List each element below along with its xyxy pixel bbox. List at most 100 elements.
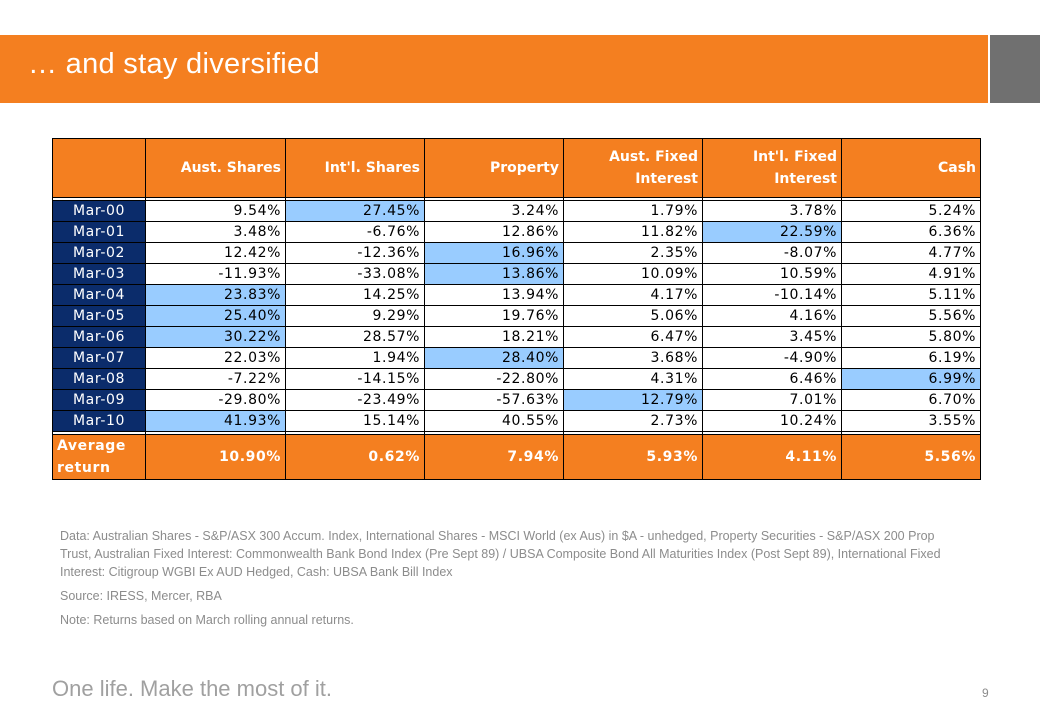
return-cell: 3.55% — [841, 410, 981, 432]
best-return-cell: 27.45% — [285, 200, 425, 222]
return-cell: 5.11% — [841, 284, 981, 306]
best-return-cell: 30.22% — [145, 326, 286, 348]
returns-table: Aust. Shares Int'l. Shares Property Aust… — [52, 138, 981, 480]
return-cell: 1.79% — [563, 200, 703, 222]
period-label: Mar-05 — [52, 305, 146, 327]
average-cell: 5.93% — [563, 434, 703, 480]
return-cell: 5.06% — [563, 305, 703, 327]
average-cell: 5.56% — [841, 434, 981, 480]
return-cell: -33.08% — [285, 263, 425, 285]
column-header: Aust. Fixed Interest — [563, 138, 703, 198]
average-label: Average return — [52, 434, 146, 480]
return-cell: -57.63% — [424, 389, 564, 411]
return-cell: 4.91% — [841, 263, 981, 285]
return-cell: 10.24% — [702, 410, 842, 432]
return-cell: 5.56% — [841, 305, 981, 327]
return-cell: 5.80% — [841, 326, 981, 348]
return-cell: 2.35% — [563, 242, 703, 264]
footnotes: Data: Australian Shares - S&P/ASX 300 Ac… — [60, 527, 960, 635]
average-row: Average return 10.90% 0.62% 7.94% 5.93% 4.11% 5… — [52, 434, 981, 480]
return-cell: -6.76% — [285, 221, 425, 243]
best-return-cell: 41.93% — [145, 410, 286, 432]
return-cell: 1.94% — [285, 347, 425, 369]
return-cell: 4.17% — [563, 284, 703, 306]
return-cell: 4.31% — [563, 368, 703, 390]
period-label: Mar-09 — [52, 389, 146, 411]
return-cell: 6.19% — [841, 347, 981, 369]
returns-note: Note: Returns based on March rolling ann… — [60, 613, 354, 627]
return-cell: 6.46% — [702, 368, 842, 390]
return-cell: 9.29% — [285, 305, 425, 327]
return-cell: -23.49% — [285, 389, 425, 411]
best-return-cell: 6.99% — [841, 368, 981, 390]
header-corner — [52, 138, 146, 198]
return-cell: 14.25% — [285, 284, 425, 306]
return-cell: 5.24% — [841, 200, 981, 222]
return-cell: -11.93% — [145, 263, 286, 285]
table-row: Mar-06 30.22% 28.57% 18.21% 6.47% 3.45% 5.80% — [52, 326, 981, 348]
source-note: Source: IRESS, Mercer, RBA — [60, 589, 222, 603]
return-cell: 40.55% — [424, 410, 564, 432]
return-cell: 2.73% — [563, 410, 703, 432]
return-cell: 10.09% — [563, 263, 703, 285]
return-cell: 6.70% — [841, 389, 981, 411]
period-label: Mar-01 — [52, 221, 146, 243]
table-row: Mar-04 23.83% 14.25% 13.94% 4.17% -10.14% 5.11… — [52, 284, 981, 306]
return-cell: 6.36% — [841, 221, 981, 243]
average-cell: 7.94% — [424, 434, 564, 480]
return-cell: 18.21% — [424, 326, 564, 348]
header-row: Aust. Shares Int'l. Shares Property Aust… — [52, 138, 981, 198]
return-cell: 15.14% — [285, 410, 425, 432]
return-cell: -10.14% — [702, 284, 842, 306]
return-cell: 9.54% — [145, 200, 286, 222]
table-row: Mar-01 3.48% -6.76% 12.86% 11.82% 22.59% 6.36% — [52, 221, 981, 243]
return-cell: 3.45% — [702, 326, 842, 348]
column-header: Int'l. Fixed Interest — [702, 138, 842, 198]
best-return-cell: 22.59% — [702, 221, 842, 243]
table-row: Mar-05 25.40% 9.29% 19.76% 5.06% 4.16% 5.56% — [52, 305, 981, 327]
column-header: Cash — [841, 138, 981, 198]
period-label: Mar-08 — [52, 368, 146, 390]
return-cell: 4.16% — [702, 305, 842, 327]
return-cell: 7.01% — [702, 389, 842, 411]
average-cell: 4.11% — [702, 434, 842, 480]
average-cell: 0.62% — [285, 434, 425, 480]
table-row: Mar-00 9.54% 27.45% 3.24% 1.79% 3.78% 5.24% — [52, 200, 981, 222]
return-cell: 3.68% — [563, 347, 703, 369]
return-cell: 22.03% — [145, 347, 286, 369]
period-label: Mar-04 — [52, 284, 146, 306]
return-cell: 3.48% — [145, 221, 286, 243]
period-label: Mar-00 — [52, 200, 146, 222]
return-cell: -8.07% — [702, 242, 842, 264]
return-cell: -4.90% — [702, 347, 842, 369]
return-cell: 28.57% — [285, 326, 425, 348]
brand-slogan: One life. Make the most of it. — [52, 676, 333, 701]
return-cell: -14.15% — [285, 368, 425, 390]
side-band — [990, 35, 1040, 103]
column-header: Property — [424, 138, 564, 198]
return-cell: 3.78% — [702, 200, 842, 222]
return-cell: 6.47% — [563, 326, 703, 348]
table-row: Mar-02 12.42% -12.36% 16.96% 2.35% -8.07% 4.77… — [52, 242, 981, 264]
period-label: Mar-02 — [52, 242, 146, 264]
period-label: Mar-03 — [52, 263, 146, 285]
return-cell: -22.80% — [424, 368, 564, 390]
period-label: Mar-10 — [52, 410, 146, 432]
return-cell: 4.77% — [841, 242, 981, 264]
best-return-cell: 25.40% — [145, 305, 286, 327]
return-cell: 19.76% — [424, 305, 564, 327]
table-row: Mar-09 -29.80% -23.49% -57.63% 12.79% 7.01% 6.… — [52, 389, 981, 411]
best-return-cell: 16.96% — [424, 242, 564, 264]
period-label: Mar-07 — [52, 347, 146, 369]
title-band — [0, 35, 988, 103]
slide-title: … and stay diversified — [28, 48, 320, 80]
return-cell: -7.22% — [145, 368, 286, 390]
page-number: 9 — [982, 686, 989, 700]
column-header: Int'l. Shares — [285, 138, 425, 198]
table-row: Mar-08 -7.22% -14.15% -22.80% 4.31% 6.46% 6.99… — [52, 368, 981, 390]
column-header: Aust. Shares — [145, 138, 286, 198]
period-label: Mar-06 — [52, 326, 146, 348]
best-return-cell: 28.40% — [424, 347, 564, 369]
return-cell: 12.86% — [424, 221, 564, 243]
return-cell: 10.59% — [702, 263, 842, 285]
